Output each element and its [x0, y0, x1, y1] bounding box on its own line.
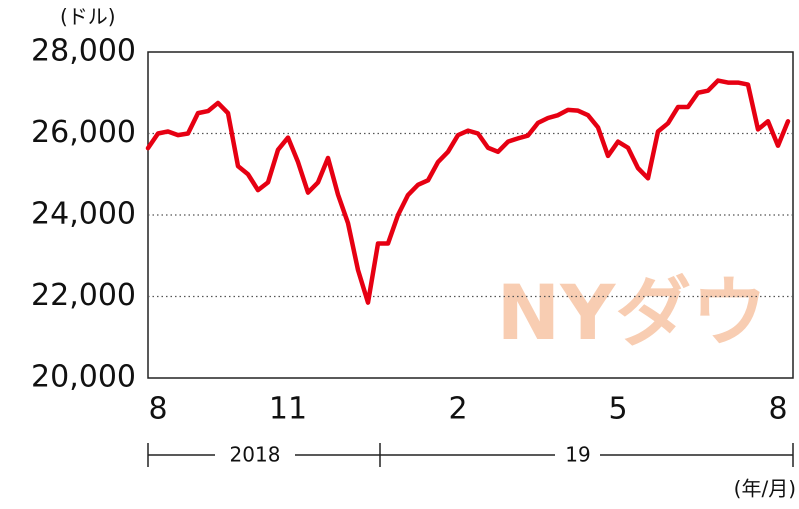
year-brackets: [147, 443, 794, 467]
y-tick-label: 20,000: [31, 360, 136, 395]
line-series: [145, 78, 791, 305]
y-tick-label: 24,000: [31, 197, 136, 232]
year-label: 19: [565, 443, 590, 467]
x-tick-label: 11: [269, 392, 307, 427]
x-unit: (年/月): [734, 477, 796, 501]
x-tick-label: 8: [768, 392, 787, 427]
y-tick-label: 26,000: [31, 115, 136, 150]
x-tick-label: 5: [608, 392, 627, 427]
x-tick-label: 8: [148, 392, 167, 427]
x-tick-label: 2: [448, 392, 467, 427]
y-unit: (ドル): [60, 5, 116, 29]
watermark: NYダウ: [497, 268, 768, 357]
y-tick-label: 22,000: [31, 278, 136, 313]
y-tick-label: 28,000: [31, 34, 136, 69]
year-label: 2018: [230, 443, 281, 467]
